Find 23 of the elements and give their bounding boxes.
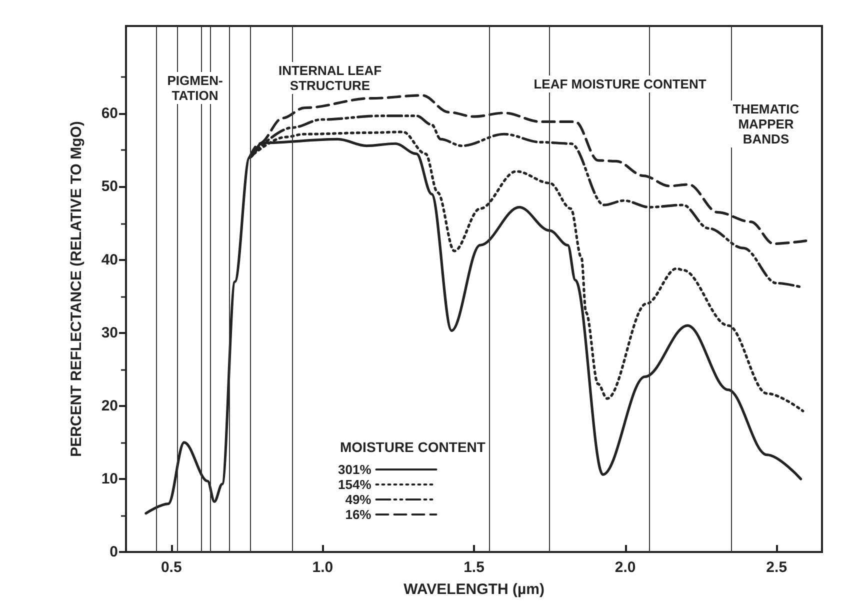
y-tick-label: 60 xyxy=(101,105,118,122)
x-tick-label: 2.0 xyxy=(614,559,636,576)
x-tick-label: 1.5 xyxy=(464,559,484,576)
annotation: THEMATIC MAPPER BANDS xyxy=(732,102,800,146)
legend-label: 301% xyxy=(338,462,372,477)
y-tick-label: 20 xyxy=(101,397,118,414)
y-tick-label: 10 xyxy=(101,470,118,488)
y-tick-label: 0 xyxy=(110,544,118,560)
x-tick-label: 0.5 xyxy=(160,559,182,576)
x-tick-label: 1.0 xyxy=(312,559,334,576)
y-tick-label: 30 xyxy=(101,324,118,342)
y-axis-title: PERCENT REFLECTANCE (RELATIVE TO MgO) xyxy=(68,121,85,457)
legend-label: 49% xyxy=(345,492,372,507)
annotation: INTERNAL LEAF STRUCTURE xyxy=(278,63,382,93)
legend-label: 16% xyxy=(345,507,372,522)
annotation: PIGMEN- TATION xyxy=(167,73,223,103)
legend-title: MOISTURE CONTENT xyxy=(340,439,486,455)
y-tick-label: 50 xyxy=(101,178,118,196)
y-tick-label: 40 xyxy=(101,251,118,268)
annotation: LEAF MOISTURE CONTENT xyxy=(534,76,706,92)
x-tick-label: 2.5 xyxy=(766,559,788,576)
legend-label: 154% xyxy=(338,477,372,492)
x-axis-title: WAVELENGTH (µm) xyxy=(404,581,544,598)
